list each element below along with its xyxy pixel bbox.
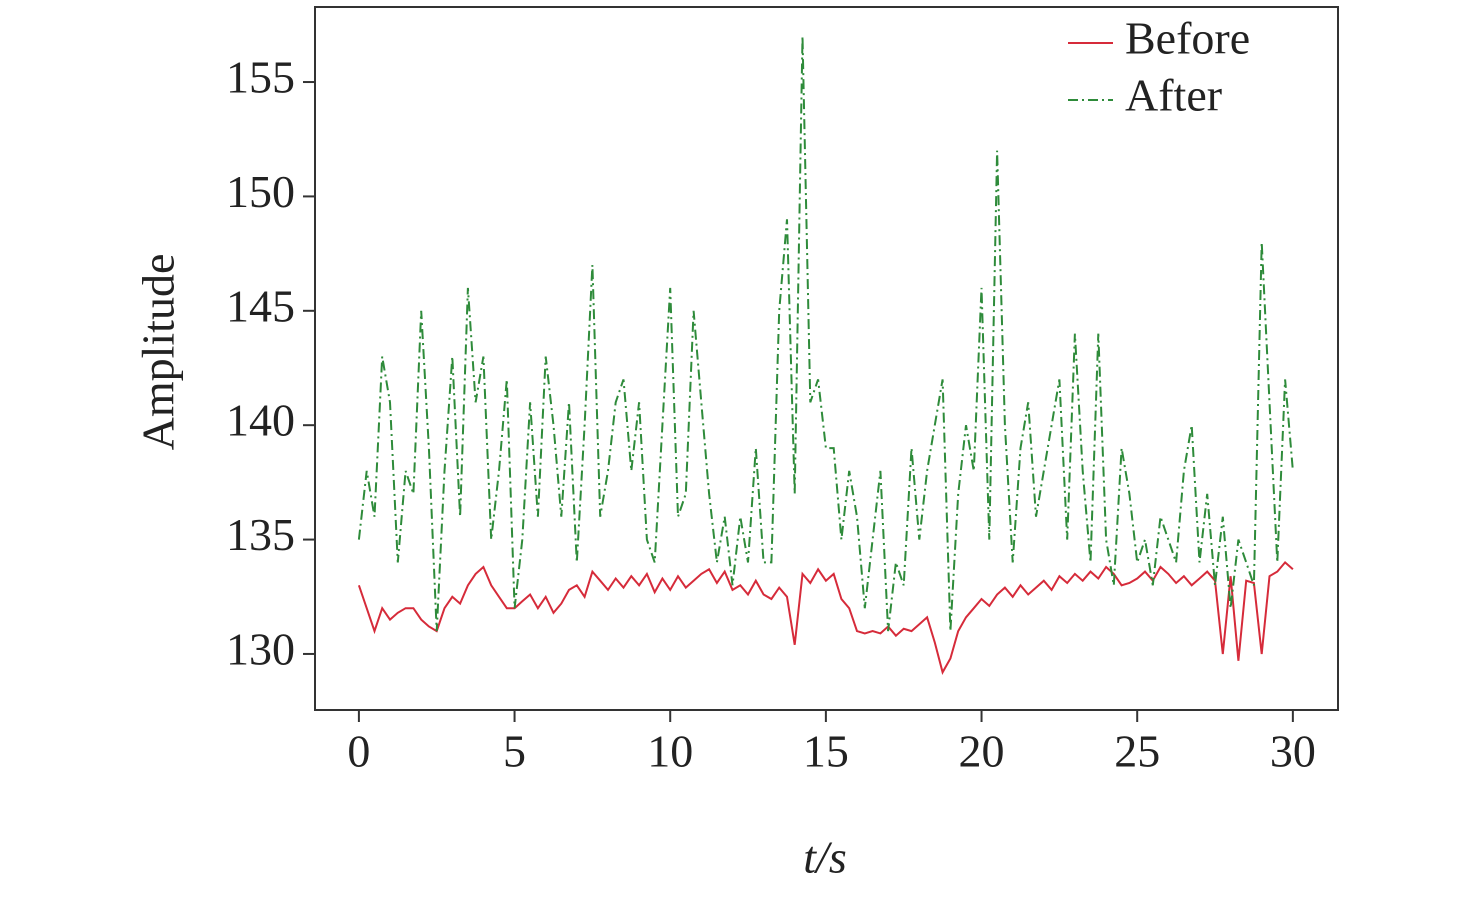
legend-label: After [1125, 70, 1222, 121]
y-tick-label: 150 [226, 166, 295, 217]
y-tick-label: 155 [226, 52, 295, 103]
line-series [357, 36, 1294, 632]
x-axis-label: t/s [803, 832, 846, 883]
x-tick-label: 30 [1270, 726, 1316, 777]
x-tick-label: 5 [503, 726, 526, 777]
x-tick-label: 0 [347, 726, 370, 777]
y-axis-label: Amplitude [133, 254, 184, 451]
y-tick-label: 145 [226, 280, 295, 331]
y-tick-label: 135 [226, 509, 295, 560]
x-tick-label: 10 [647, 726, 693, 777]
legend-label: Before [1125, 13, 1250, 64]
y-tick-label: 130 [226, 624, 295, 675]
x-tick-label: 15 [803, 726, 849, 777]
x-tick-label: 25 [1114, 726, 1160, 777]
x-tick-label: 20 [959, 726, 1005, 777]
y-tick-label: 140 [226, 395, 295, 446]
